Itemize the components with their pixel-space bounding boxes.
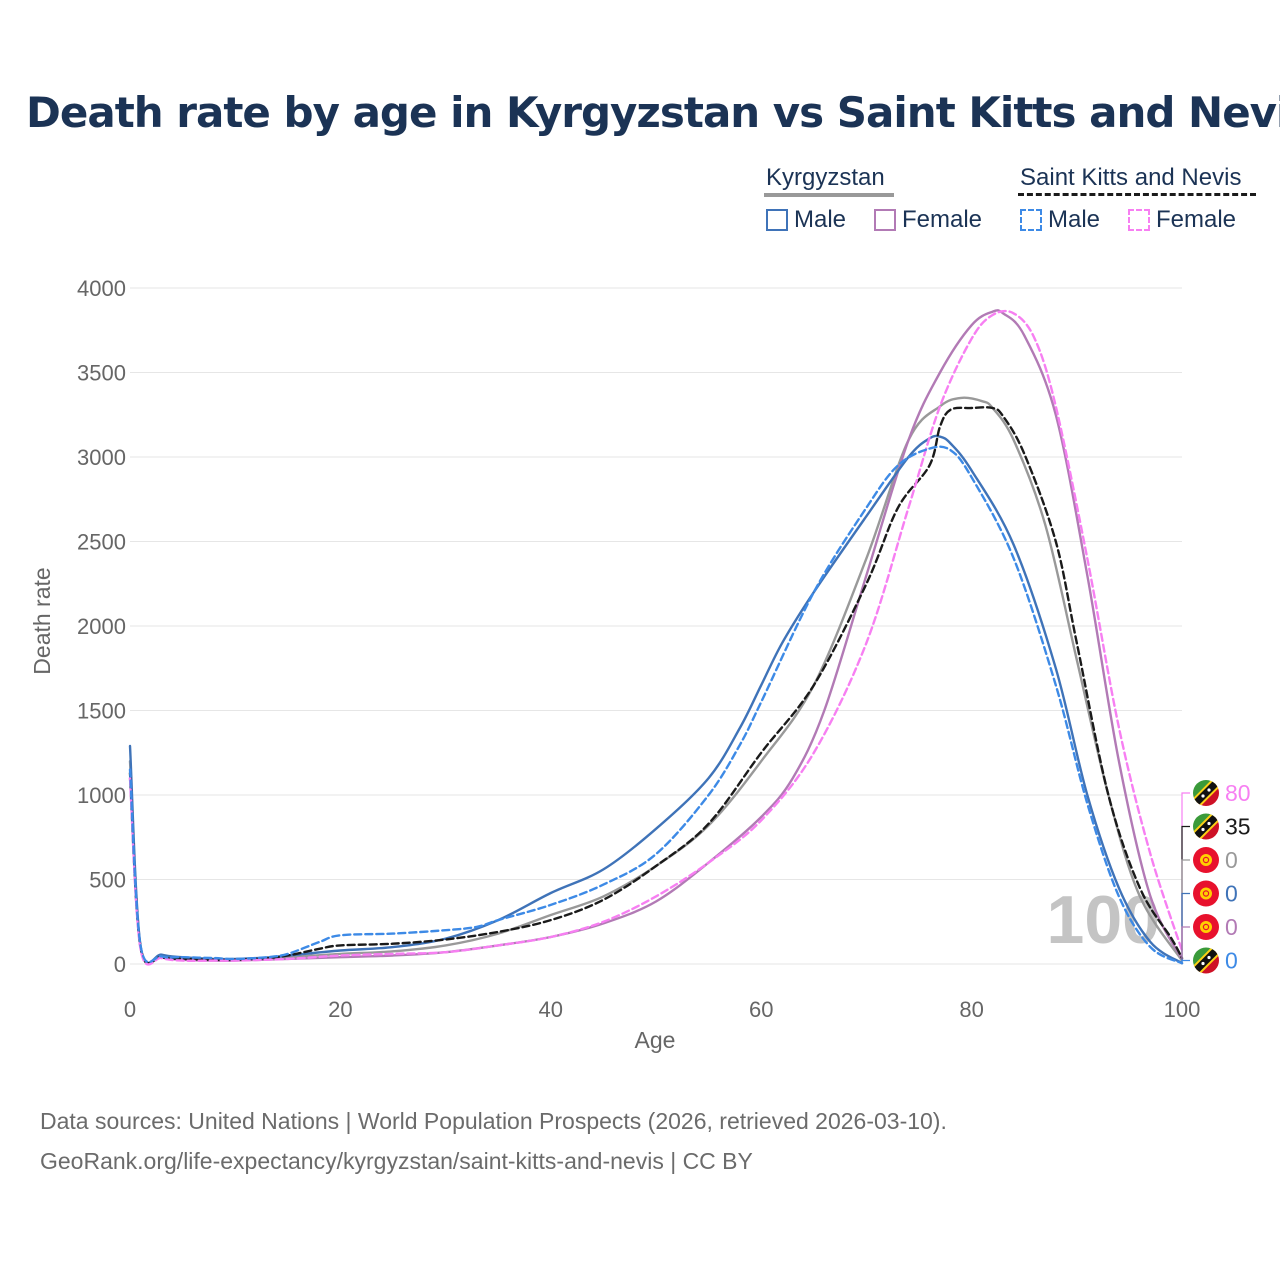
legend-swatch bbox=[1020, 209, 1042, 231]
y-tick-label: 4000 bbox=[77, 276, 126, 301]
end-value-label: 0 bbox=[1225, 914, 1238, 940]
label-connector bbox=[1181, 825, 1190, 959]
saint-kitts-flag-icon bbox=[1193, 947, 1219, 974]
series-line-kyrgyzstan-male[interactable] bbox=[128, 434, 1184, 965]
series-line-saint-kitts-and-nevis-male[interactable] bbox=[128, 445, 1184, 965]
kyrgyzstan-flag-icon bbox=[1193, 914, 1219, 940]
y-tick-label: 1000 bbox=[77, 783, 126, 808]
x-tick-label: 60 bbox=[749, 997, 773, 1022]
legend-swatch bbox=[874, 209, 896, 231]
x-tick-label: 40 bbox=[539, 997, 563, 1022]
legend-item-saint-kitts-male[interactable]: Male bbox=[1020, 206, 1100, 234]
label-connector bbox=[1181, 859, 1190, 961]
series-line-saint-kitts-and-nevis-female[interactable] bbox=[128, 309, 1184, 966]
y-tick-label: 0 bbox=[114, 952, 126, 977]
end-value-label: 0 bbox=[1225, 948, 1238, 974]
end-value-label: 0 bbox=[1225, 881, 1238, 907]
legend-item-saint-kitts-female[interactable]: Female bbox=[1128, 206, 1236, 234]
legend-group-saint-kitts[interactable]: Saint Kitts and Nevis bbox=[1020, 164, 1242, 191]
footer-source: Data sources: United Nations | World Pop… bbox=[40, 1108, 947, 1134]
saint-kitts-flag-icon bbox=[1193, 813, 1219, 840]
y-tick-label: 1500 bbox=[77, 699, 126, 724]
age-marker: 100 bbox=[1047, 882, 1160, 958]
legend-swatch bbox=[766, 209, 788, 231]
label-connector bbox=[1181, 892, 1190, 964]
chart-title: Death rate by age in Kyrgyzstan vs Saint… bbox=[26, 88, 1280, 137]
legend-label: Male bbox=[1048, 206, 1101, 233]
legend-swatch bbox=[1128, 209, 1150, 231]
y-tick-label: 2500 bbox=[77, 530, 126, 555]
saint-kitts-flag-icon bbox=[1193, 780, 1219, 806]
legend-label: Female bbox=[902, 206, 983, 233]
legend-label: Male bbox=[794, 206, 847, 233]
label-connector bbox=[1181, 926, 1190, 959]
legend-saint-kitts-line bbox=[1018, 193, 1256, 196]
legend-group-kyrgyzstan[interactable]: Kyrgyzstan bbox=[766, 164, 885, 191]
legend-item-kyrgyzstan-male[interactable]: Male bbox=[766, 206, 846, 234]
y-tick-label: 3000 bbox=[77, 445, 126, 470]
kyrgyzstan-flag-icon bbox=[1193, 847, 1219, 873]
series-line-kyrgyzstan-total[interactable] bbox=[128, 396, 1184, 965]
label-connector bbox=[1181, 959, 1190, 964]
end-value-label: 35 bbox=[1225, 814, 1251, 840]
y-tick-label: 3500 bbox=[77, 361, 126, 386]
x-tick-label: 20 bbox=[328, 997, 352, 1022]
end-value-label: 0 bbox=[1225, 847, 1238, 873]
end-value-label: 80 bbox=[1225, 780, 1251, 806]
x-tick-label: 80 bbox=[959, 997, 983, 1022]
y-tick-label: 2000 bbox=[77, 614, 126, 639]
y-tick-label: 500 bbox=[89, 868, 126, 893]
legend-kyrgyzstan-line bbox=[764, 193, 894, 197]
footer-url[interactable]: GeoRank.org/life-expectancy/kyrgyzstan/s… bbox=[40, 1148, 753, 1174]
x-tick-label: 100 bbox=[1164, 997, 1201, 1022]
legend-label: Female bbox=[1156, 206, 1237, 233]
x-tick-label: 0 bbox=[124, 997, 136, 1022]
x-axis-label: Age bbox=[635, 1027, 676, 1053]
kyrgyzstan-flag-icon bbox=[1193, 880, 1219, 907]
y-axis-label: Death rate bbox=[29, 567, 55, 674]
legend-item-kyrgyzstan-female[interactable]: Female bbox=[874, 206, 982, 234]
